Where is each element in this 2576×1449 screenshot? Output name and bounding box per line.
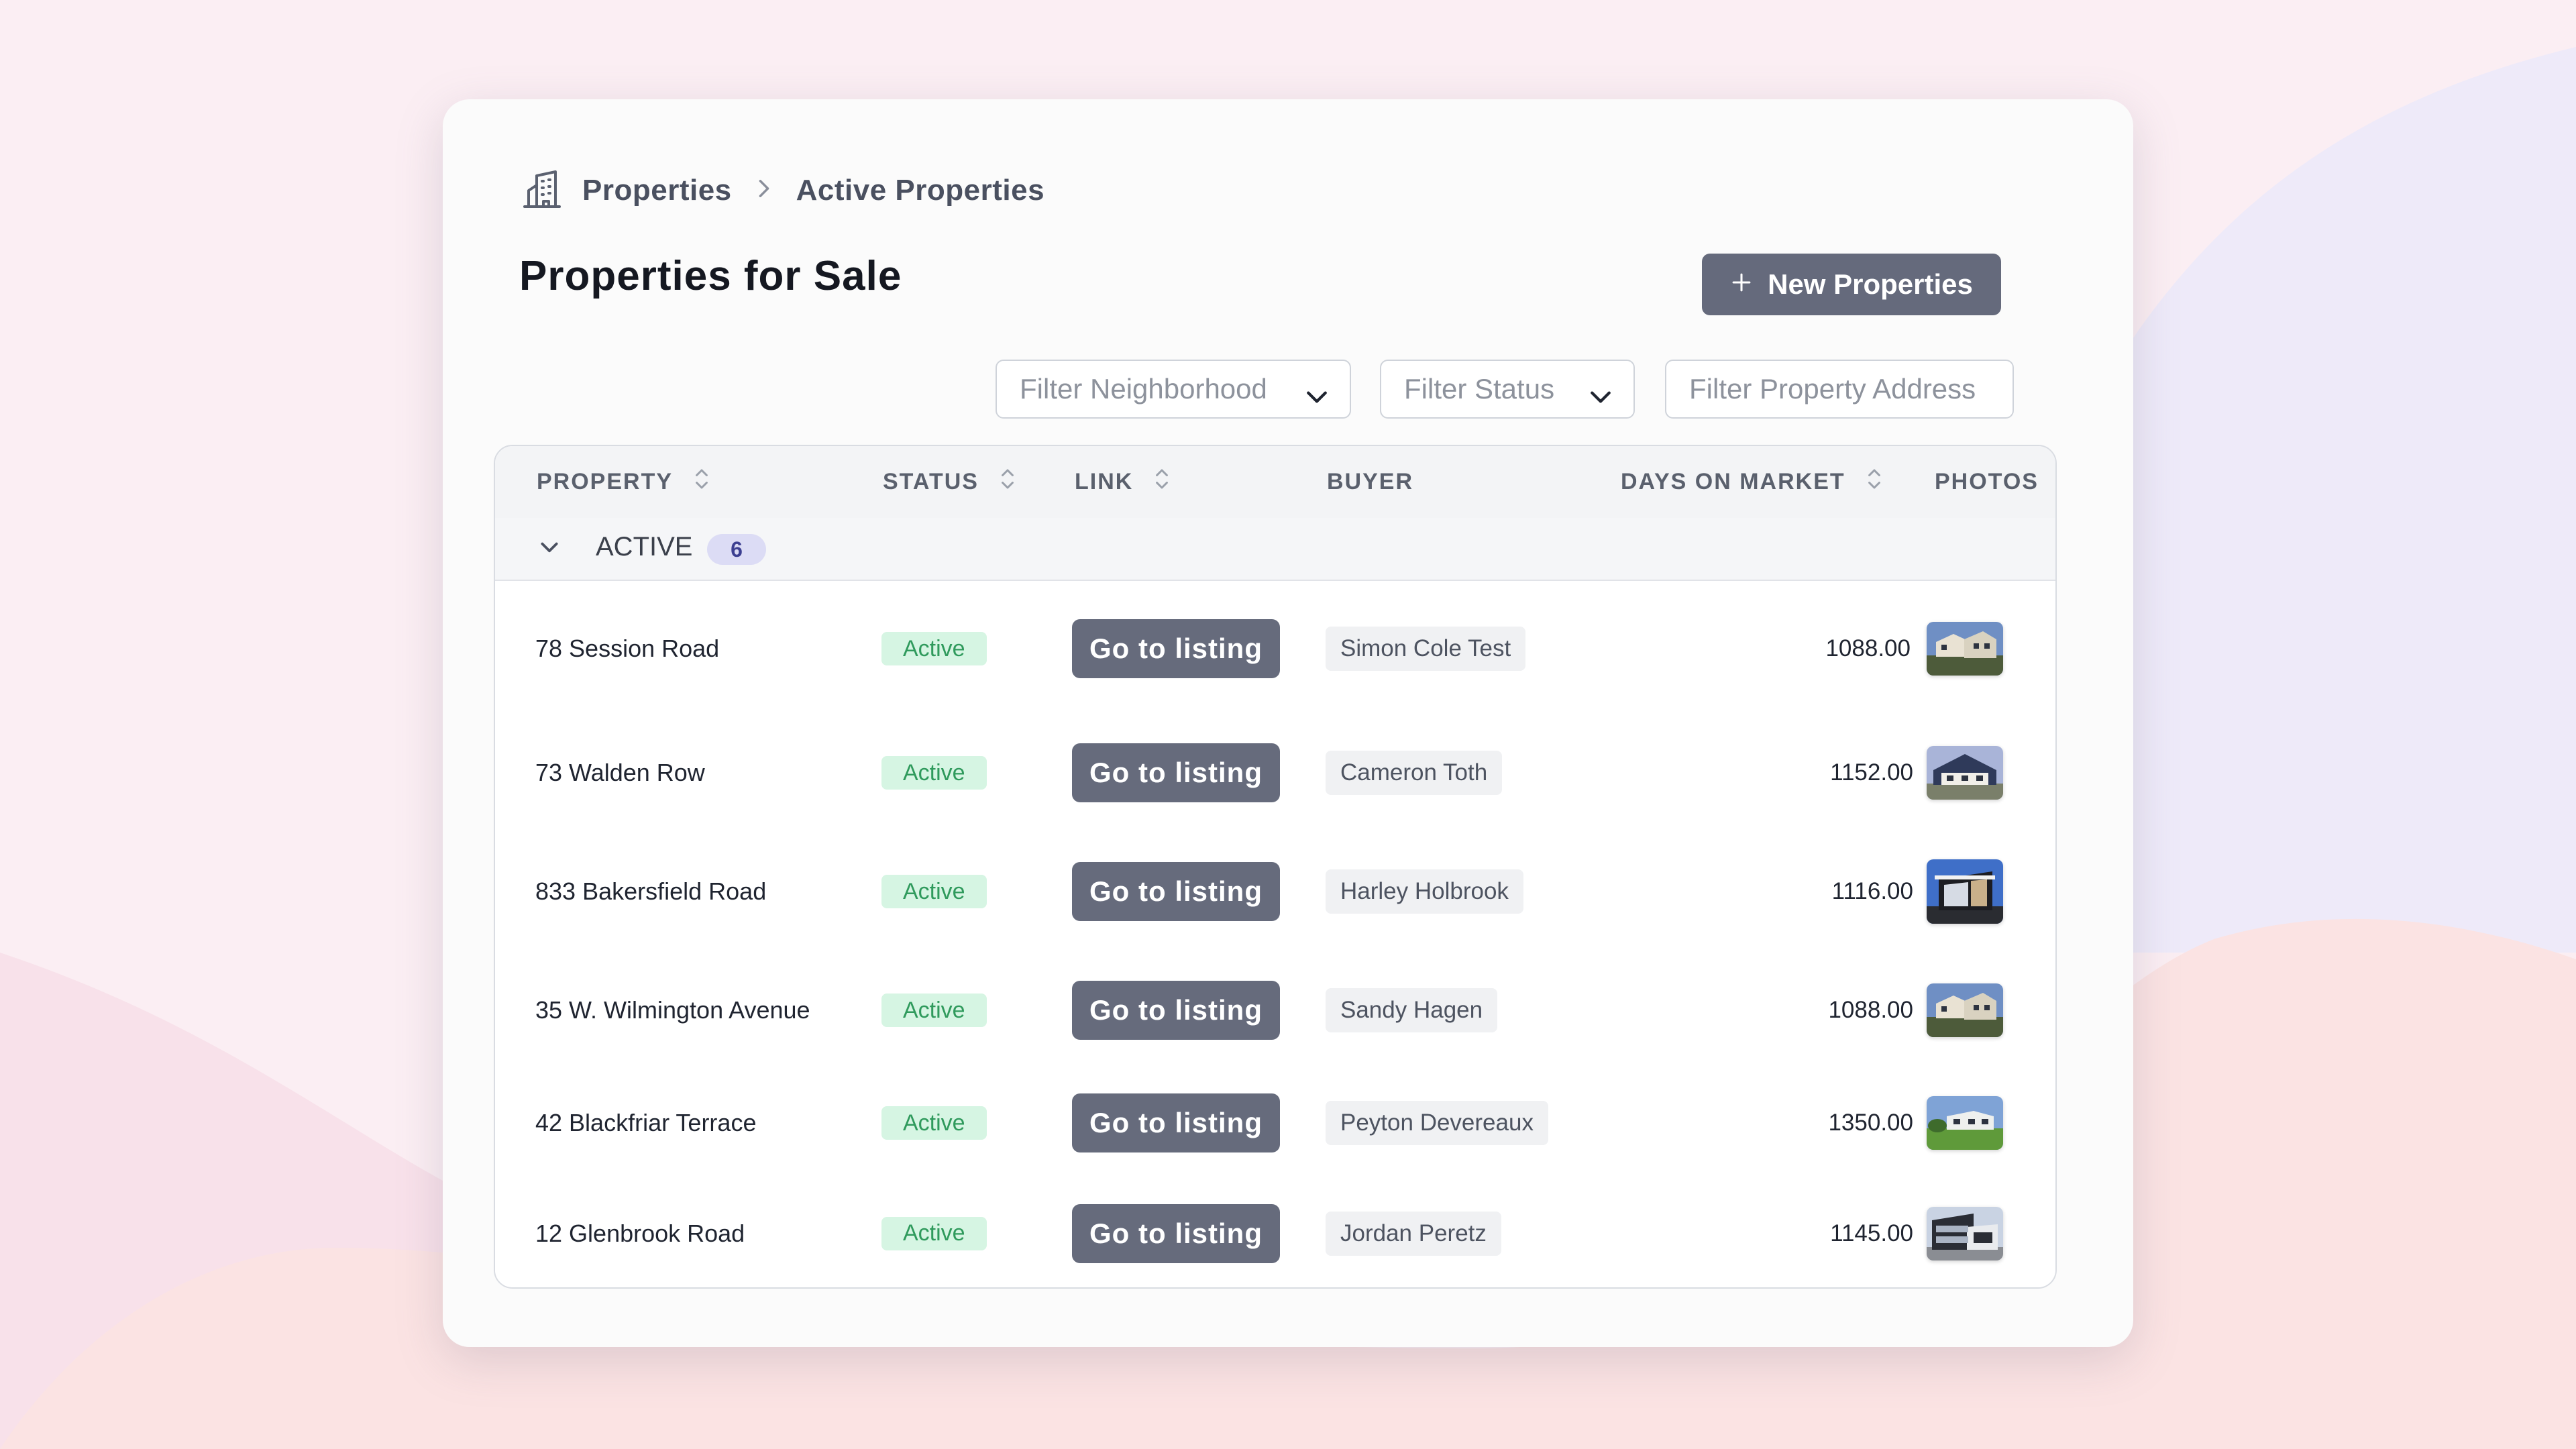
status-badge: Active	[881, 756, 987, 790]
go-to-listing-button[interactable]: Go to listing	[1072, 981, 1280, 1040]
buyer-chip: Sandy Hagen	[1326, 988, 1498, 1032]
property-address: 12 Glenbrook Road	[535, 1219, 745, 1247]
column-header-label: BUYER	[1327, 468, 1414, 494]
column-header-label: PROPERTY	[537, 468, 674, 494]
filter-neighborhood-select[interactable]: Filter Neighborhood	[996, 360, 1351, 419]
building-icon	[521, 168, 564, 214]
buyer-chip: Harley Holbrook	[1326, 869, 1523, 914]
breadcrumb: Properties Active Properties	[521, 164, 1044, 217]
chevron-down-icon	[1589, 381, 1612, 413]
status-badge: Active	[881, 1216, 987, 1250]
status-badge: Active	[881, 632, 987, 665]
new-properties-button[interactable]: New Properties	[1702, 254, 2001, 315]
table-row: 35 W. Wilmington Avenue Active Go to lis…	[495, 954, 2055, 1068]
breadcrumb-properties[interactable]: Properties	[582, 174, 732, 207]
sort-icon[interactable]	[693, 465, 710, 499]
properties-card: Properties Active Properties Properties …	[443, 99, 2133, 1347]
buyer-chip: Peyton Devereaux	[1326, 1101, 1548, 1145]
status-badge: Active	[881, 875, 987, 908]
days-on-market-value: 1088.00	[1825, 635, 1911, 661]
go-to-listing-button[interactable]: Go to listing	[1072, 619, 1280, 678]
property-address: 73 Walden Row	[535, 759, 705, 786]
chevron-right-icon	[756, 176, 772, 205]
table-row: 12 Glenbrook Road Active Go to listing J…	[495, 1179, 2055, 1287]
column-header-property[interactable]: PROPERTY	[537, 465, 710, 498]
table-row: 833 Bakersfield Road Active Go to listin…	[495, 829, 2055, 955]
house-photo-thumbnail[interactable]	[1927, 1206, 2003, 1260]
chevron-down-icon[interactable]	[538, 538, 561, 561]
chevron-down-icon	[1305, 381, 1328, 413]
page-title: Properties for Sale	[519, 253, 902, 299]
plus-icon	[1730, 268, 1753, 301]
buyer-chip: Jordan Peretz	[1326, 1211, 1501, 1256]
house-photo-thumbnail[interactable]	[1927, 622, 2003, 676]
filter-neighborhood-placeholder: Filter Neighborhood	[1020, 373, 1267, 405]
property-address: 833 Bakersfield Road	[535, 877, 767, 905]
property-address: 78 Session Road	[535, 635, 720, 662]
sort-icon[interactable]	[999, 465, 1016, 499]
go-to-listing-button[interactable]: Go to listing	[1072, 1093, 1280, 1152]
days-on-market-value: 1145.00	[1830, 1220, 1913, 1246]
days-on-market-value: 1116.00	[1831, 878, 1913, 904]
filter-status-placeholder: Filter Status	[1404, 373, 1555, 405]
column-header-status[interactable]: STATUS	[883, 465, 1016, 498]
house-photo-thumbnail[interactable]	[1927, 859, 2003, 924]
table-row: 42 Blackfriar Terrace Active Go to listi…	[495, 1067, 2055, 1181]
sort-icon[interactable]	[1153, 465, 1171, 499]
buyer-chip: Cameron Toth	[1326, 751, 1503, 795]
filter-address-placeholder: Filter Property Address	[1689, 373, 1976, 405]
days-on-market-value: 1088.00	[1828, 997, 1913, 1023]
column-header-label: DAYS ON MARKET	[1621, 468, 1845, 494]
property-address: 42 Blackfriar Terrace	[535, 1109, 757, 1136]
filter-property-address-input[interactable]: Filter Property Address	[1665, 360, 2014, 419]
table-row: 78 Session Road Active Go to listing Sim…	[495, 581, 2055, 718]
table-header: PROPERTY STATUS LINK BUYER DAYS ON MARKE…	[495, 446, 2055, 519]
properties-table: PROPERTY STATUS LINK BUYER DAYS ON MARKE…	[494, 445, 2057, 1289]
house-photo-thumbnail[interactable]	[1927, 983, 2003, 1037]
filter-status-select[interactable]: Filter Status	[1380, 360, 1635, 419]
group-row-active[interactable]: ACTIVE 6	[495, 518, 2055, 581]
column-header-buyer: BUYER	[1327, 465, 1413, 498]
status-badge: Active	[881, 994, 987, 1027]
buyer-chip: Simon Cole Test	[1326, 627, 1526, 671]
house-photo-thumbnail[interactable]	[1927, 746, 2003, 800]
breadcrumb-active-properties[interactable]: Active Properties	[796, 174, 1045, 207]
column-header-days-on-market[interactable]: DAYS ON MARKET	[1621, 465, 1883, 498]
group-label: ACTIVE	[596, 532, 693, 561]
house-photo-thumbnail[interactable]	[1927, 1096, 2003, 1150]
sort-icon[interactable]	[1866, 465, 1883, 499]
group-count-badge: 6	[707, 534, 766, 565]
go-to-listing-button[interactable]: Go to listing	[1072, 1203, 1280, 1263]
go-to-listing-button[interactable]: Go to listing	[1072, 862, 1280, 921]
column-header-photos: PHOTOS	[1935, 465, 2039, 498]
new-properties-label: New Properties	[1768, 268, 1973, 300]
table-row: 73 Walden Row Active Go to listing Camer…	[495, 716, 2055, 830]
go-to-listing-button[interactable]: Go to listing	[1072, 743, 1280, 802]
column-header-label: LINK	[1075, 468, 1134, 494]
days-on-market-value: 1350.00	[1828, 1110, 1913, 1136]
status-badge: Active	[881, 1106, 987, 1140]
column-header-link[interactable]: LINK	[1075, 465, 1171, 498]
column-header-label: PHOTOS	[1935, 468, 2039, 494]
property-address: 35 W. Wilmington Avenue	[535, 996, 810, 1024]
days-on-market-value: 1152.00	[1830, 759, 1913, 786]
column-header-label: STATUS	[883, 468, 979, 494]
